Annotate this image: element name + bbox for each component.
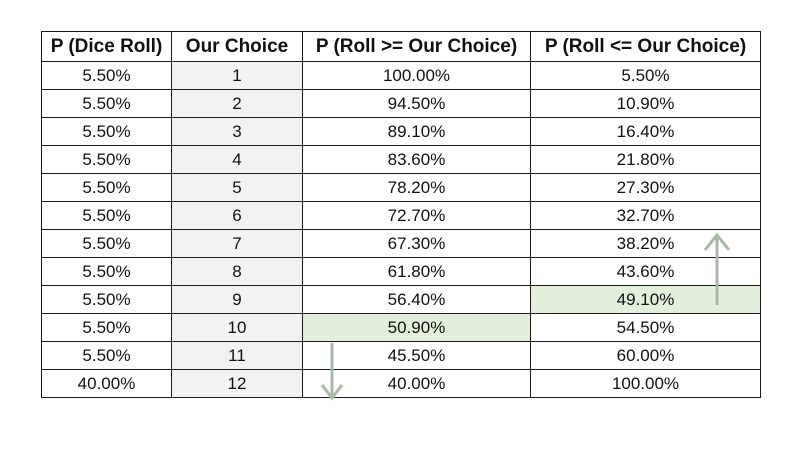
table-body: 5.50% 1 100.00% 5.50% 5.50% 2 94.50% 10.90% 5.50…	[41, 61, 761, 398]
our-choice-cell: 10	[171, 313, 303, 342]
dice-roll-probability-cell: 5.50%	[41, 285, 172, 314]
prob-roll-gte-cell: 61.80%	[302, 257, 531, 286]
down-arrow-icon	[320, 343, 344, 401]
table-row: 5.50% 7 67.30% 38.20%	[41, 229, 761, 258]
table-row: 5.50% 8 61.80% 43.60%	[41, 257, 761, 286]
table-row: 5.50% 9 56.40% 49.10%	[41, 285, 761, 314]
our-choice-cell: 3	[171, 117, 303, 146]
table-row: 5.50% 1 100.00% 5.50%	[41, 61, 761, 90]
dice-roll-probability-cell: 5.50%	[41, 313, 172, 342]
our-choice-cell: 7	[171, 229, 303, 258]
up-arrow-icon	[703, 232, 731, 305]
prob-roll-gte-cell: 94.50%	[302, 89, 531, 118]
dice-roll-probability-cell: 5.50%	[41, 61, 172, 90]
table-row: 5.50% 3 89.10% 16.40%	[41, 117, 761, 146]
prob-roll-lte-cell: 21.80%	[530, 145, 761, 174]
prob-roll-gte-cell: 89.10%	[302, 117, 531, 146]
dice-roll-probability-cell: 5.50%	[41, 89, 172, 118]
header-row: P (Dice Roll) Our Choice P (Roll >= Our …	[41, 31, 761, 62]
prob-roll-gte-cell: 72.70%	[302, 201, 531, 230]
header-prob-roll-gte-choice: P (Roll >= Our Choice)	[302, 31, 531, 62]
header-dice-roll-probability: P (Dice Roll)	[41, 31, 172, 62]
our-choice-cell: 11	[171, 341, 303, 370]
prob-roll-gte-cell: 67.30%	[302, 229, 531, 258]
our-choice-cell: 1	[171, 61, 303, 90]
prob-roll-lte-cell: 27.30%	[530, 173, 761, 202]
dice-roll-probability-cell: 5.50%	[41, 201, 172, 230]
prob-roll-gte-cell: 40.00%	[302, 369, 531, 398]
prob-roll-lte-cell: 100.00%	[530, 369, 761, 398]
dice-roll-probability-cell: 5.50%	[41, 117, 172, 146]
our-choice-cell: 8	[171, 257, 303, 286]
table-row: 5.50% 6 72.70% 32.70%	[41, 201, 761, 230]
dice-roll-probability-cell: 5.50%	[41, 145, 172, 174]
table-row: 5.50% 10 50.90% 54.50%	[41, 313, 761, 342]
our-choice-cell: 6	[171, 201, 303, 230]
our-choice-cell: 4	[171, 145, 303, 174]
table-row: 5.50% 4 83.60% 21.80%	[41, 145, 761, 174]
prob-roll-gte-cell: 100.00%	[302, 61, 531, 90]
prob-roll-gte-cell: 56.40%	[302, 285, 531, 314]
table-row: 5.50% 11 45.50% 60.00%	[41, 341, 761, 370]
prob-roll-lte-cell: 54.50%	[530, 313, 761, 342]
table-row: 5.50% 2 94.50% 10.90%	[41, 89, 761, 118]
dice-roll-probability-cell: 5.50%	[41, 257, 172, 286]
prob-roll-lte-cell: 60.00%	[530, 341, 761, 370]
prob-roll-gte-cell: 78.20%	[302, 173, 531, 202]
probability-table: P (Dice Roll) Our Choice P (Roll >= Our …	[41, 31, 761, 398]
dice-roll-probability-cell: 5.50%	[41, 341, 172, 370]
prob-roll-gte-cell: 83.60%	[302, 145, 531, 174]
our-choice-cell: 5	[171, 173, 303, 202]
prob-roll-lte-cell: 5.50%	[530, 61, 761, 90]
prob-roll-lte-cell: 10.90%	[530, 89, 761, 118]
dice-roll-probability-cell: 5.50%	[41, 173, 172, 202]
dice-roll-probability-cell: 40.00%	[41, 369, 172, 398]
prob-roll-lte-cell: 43.60%	[530, 257, 761, 286]
header-our-choice: Our Choice	[171, 31, 303, 62]
header-prob-roll-lte-choice: P (Roll <= Our Choice)	[530, 31, 761, 62]
our-choice-cell: 12	[171, 369, 303, 398]
prob-roll-lte-cell: 32.70%	[530, 201, 761, 230]
prob-roll-lte-cell: 16.40%	[530, 117, 761, 146]
prob-roll-lte-cell: 49.10%	[530, 285, 761, 314]
table-row: 40.00% 12 40.00% 100.00%	[41, 369, 761, 398]
our-choice-cell: 2	[171, 89, 303, 118]
table-row: 5.50% 5 78.20% 27.30%	[41, 173, 761, 202]
dice-roll-probability-cell: 5.50%	[41, 229, 172, 258]
our-choice-cell: 9	[171, 285, 303, 314]
prob-roll-gte-cell: 50.90%	[302, 313, 531, 342]
